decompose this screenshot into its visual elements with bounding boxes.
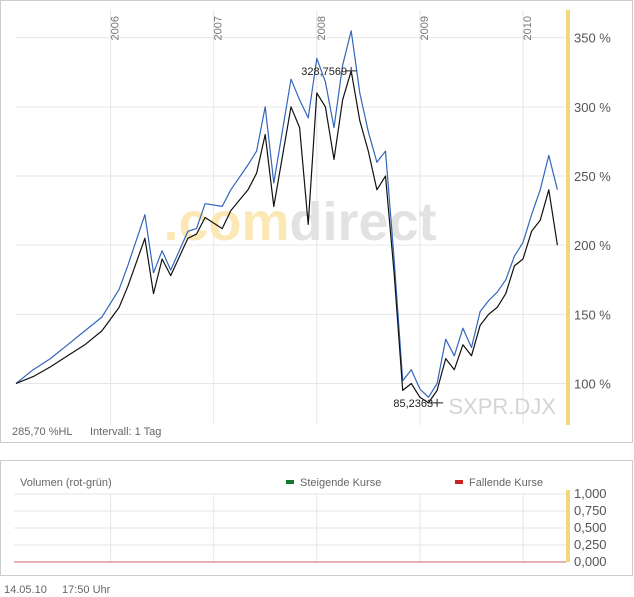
legend-rising-label: Steigende Kurse (300, 477, 381, 489)
watermark-logo: .comdirect (163, 192, 436, 252)
legend-rising-swatch (286, 480, 294, 484)
y-tick-label: 300 % (574, 100, 611, 115)
volume-tick-label: 0,500 (574, 520, 607, 535)
watermark-dot: .com (163, 192, 289, 252)
volume-axis-labels: 1,000 0,750 0,500 0,250 0,000 (574, 486, 607, 569)
series-line-black (15, 70, 558, 404)
legend-falling-label: Fallende Kurse (469, 477, 543, 489)
watermark-brand: direct (289, 192, 436, 252)
current-period-bar (566, 10, 570, 425)
x-tick-label: 2009 (419, 16, 431, 40)
y-tick-label: 200 % (574, 238, 611, 253)
timestamp-date: 14.05.10 (4, 584, 47, 596)
annotation-layer: 328,7569 85,2363 (301, 66, 444, 410)
y-tick-label: 350 % (574, 31, 611, 46)
volume-tick-label: 0,750 (574, 503, 607, 518)
legend-falling-swatch (455, 480, 463, 484)
y-tick-label: 250 % (574, 169, 611, 184)
volume-tick-label: 0,000 (574, 554, 607, 569)
series-layer (15, 30, 558, 404)
symbol-label: SXPR.DJX (448, 394, 556, 419)
x-tick-label: 2010 (522, 16, 534, 40)
series-line-blue (15, 30, 558, 398)
volume-tick-label: 0,250 (574, 537, 607, 552)
timestamp-time: 17:50 Uhr (62, 584, 111, 596)
range-label: 285,70 %HL (12, 426, 73, 438)
year-labels: 2006 2007 2008 2009 2010 (110, 16, 535, 40)
annotation-low-label: 85,2363 (393, 398, 433, 410)
volume-title: Volumen (rot-grün) (20, 477, 112, 489)
y-axis-labels: 100 % 150 % 200 % 250 % 300 % 350 % (574, 31, 611, 392)
annotation-high-label: 328,7569 (301, 66, 347, 78)
y-tick-label: 150 % (574, 307, 611, 322)
x-tick-label: 2007 (213, 16, 225, 40)
volume-highlight-bar (566, 490, 570, 562)
interval-label: Intervall: 1 Tag (90, 426, 161, 438)
x-tick-label: 2006 (110, 16, 122, 40)
volume-tick-label: 1,000 (574, 486, 607, 501)
y-tick-label: 100 % (574, 377, 611, 392)
x-tick-label: 2008 (316, 16, 328, 40)
